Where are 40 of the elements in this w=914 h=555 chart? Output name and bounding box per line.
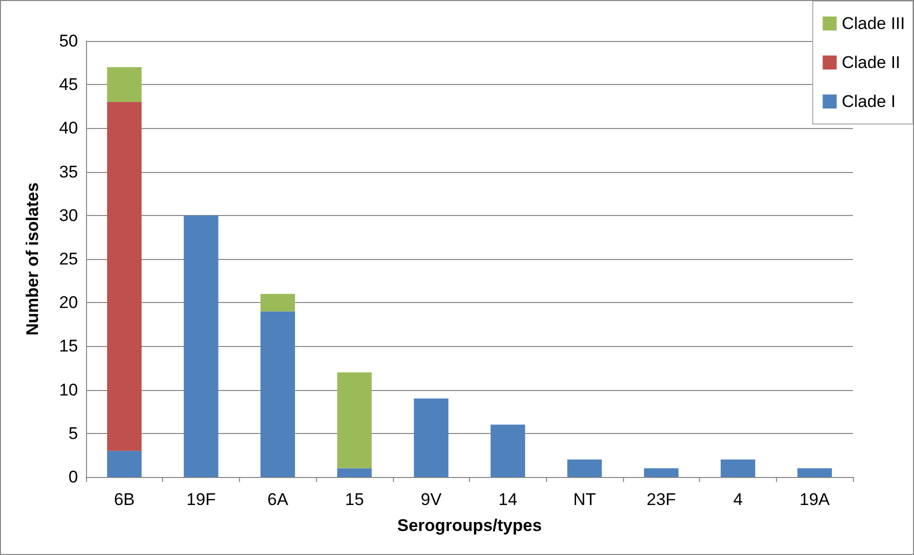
x-axis-title: Serogroups/types bbox=[397, 516, 542, 535]
bar bbox=[797, 468, 832, 477]
y-tick-label: 5 bbox=[68, 424, 78, 443]
bar bbox=[720, 460, 756, 477]
bar bbox=[107, 67, 142, 102]
x-tick-label: NT bbox=[573, 490, 596, 509]
y-tick-label: 45 bbox=[59, 75, 78, 94]
bar bbox=[107, 102, 142, 451]
y-axis-title: Number of isolates bbox=[23, 182, 42, 336]
bar bbox=[567, 460, 602, 477]
x-tick-label: 9V bbox=[420, 490, 442, 509]
y-tick-label: 50 bbox=[59, 32, 78, 50]
x-tick-label: 6B bbox=[114, 490, 135, 509]
x-tick-label: 14 bbox=[498, 490, 518, 509]
x-tick-label: 19A bbox=[800, 490, 830, 509]
bar bbox=[260, 311, 296, 477]
bar bbox=[337, 372, 372, 468]
bar bbox=[490, 424, 526, 477]
bar bbox=[414, 398, 448, 477]
bar bbox=[337, 468, 372, 477]
x-tick-label: 6A bbox=[267, 490, 289, 509]
y-tick-label: 0 bbox=[68, 468, 78, 486]
legend-label: Clade III bbox=[842, 14, 905, 33]
legend-label: Clade I bbox=[842, 92, 896, 111]
x-tick-label: 4 bbox=[733, 490, 743, 509]
x-tick-label: 23F bbox=[646, 490, 676, 509]
y-tick-label: 10 bbox=[59, 380, 78, 400]
y-tick-label: 30 bbox=[59, 206, 78, 225]
legend-label: Clade II bbox=[842, 53, 900, 72]
y-tick-label: 35 bbox=[59, 162, 78, 182]
y-tick-label: 40 bbox=[59, 118, 78, 138]
y-tick-label: 15 bbox=[59, 336, 78, 356]
x-tick-label: 15 bbox=[344, 490, 364, 509]
bar bbox=[107, 450, 142, 477]
bar bbox=[644, 468, 679, 477]
bar bbox=[260, 294, 296, 312]
bar bbox=[184, 215, 218, 477]
x-tick-label: 19F bbox=[186, 490, 216, 509]
y-tick-label: 25 bbox=[59, 250, 78, 268]
y-tick-label: 20 bbox=[59, 293, 78, 312]
